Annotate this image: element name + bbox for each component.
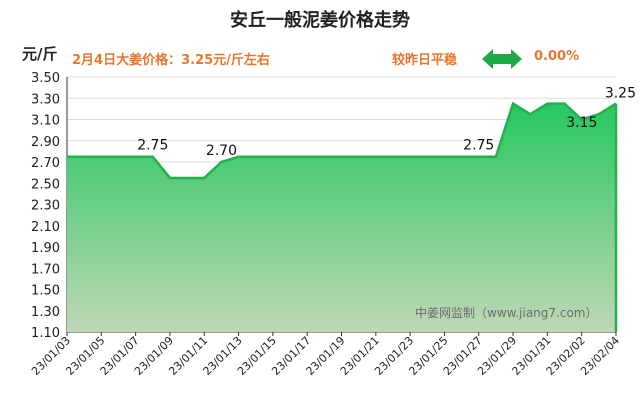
y-tick-label: 2.70 <box>31 156 60 171</box>
y-tick-label: 1.30 <box>31 305 60 320</box>
y-tick-label: 2.50 <box>31 177 60 192</box>
y-tick-label: 3.10 <box>31 114 60 129</box>
compare-label: 较昨日平稳 <box>392 53 458 68</box>
chart-title: 安丘一般泥姜价格走势 <box>230 10 410 31</box>
data-labels: 2.75 2.70 2.75 3.15 3.25 <box>137 86 636 159</box>
data-label: 3.25 <box>605 86 636 102</box>
data-label: 2.75 <box>137 138 168 154</box>
y-tick-label: 1.50 <box>31 284 60 299</box>
compare-value: 0.00% <box>534 49 580 64</box>
y-tick-label: 1.10 <box>31 326 60 341</box>
y-tick-label: 3.50 <box>31 71 60 86</box>
price-info: 2月4日大姜价格：3.25元/斤左右 <box>72 53 270 68</box>
data-label: 2.75 <box>463 138 494 154</box>
watermark: 中姜网监制（www.jiang7.com） <box>415 305 597 320</box>
y-tick-label: 1.90 <box>31 241 60 256</box>
y-tick-label: 1.70 <box>31 262 60 277</box>
data-label: 2.70 <box>206 143 237 159</box>
double-arrow-icon <box>482 49 522 69</box>
series-area-fill <box>67 103 616 332</box>
series-line <box>67 101 617 180</box>
y-tick-label: 2.30 <box>31 199 60 214</box>
series-area <box>67 101 618 332</box>
y-axis-unit: 元/斤 <box>22 45 58 63</box>
y-tick-label: 2.90 <box>31 135 60 150</box>
data-label: 3.15 <box>566 115 597 131</box>
y-tick-label: 2.10 <box>31 220 60 235</box>
y-tick-label: 3.30 <box>31 92 60 107</box>
